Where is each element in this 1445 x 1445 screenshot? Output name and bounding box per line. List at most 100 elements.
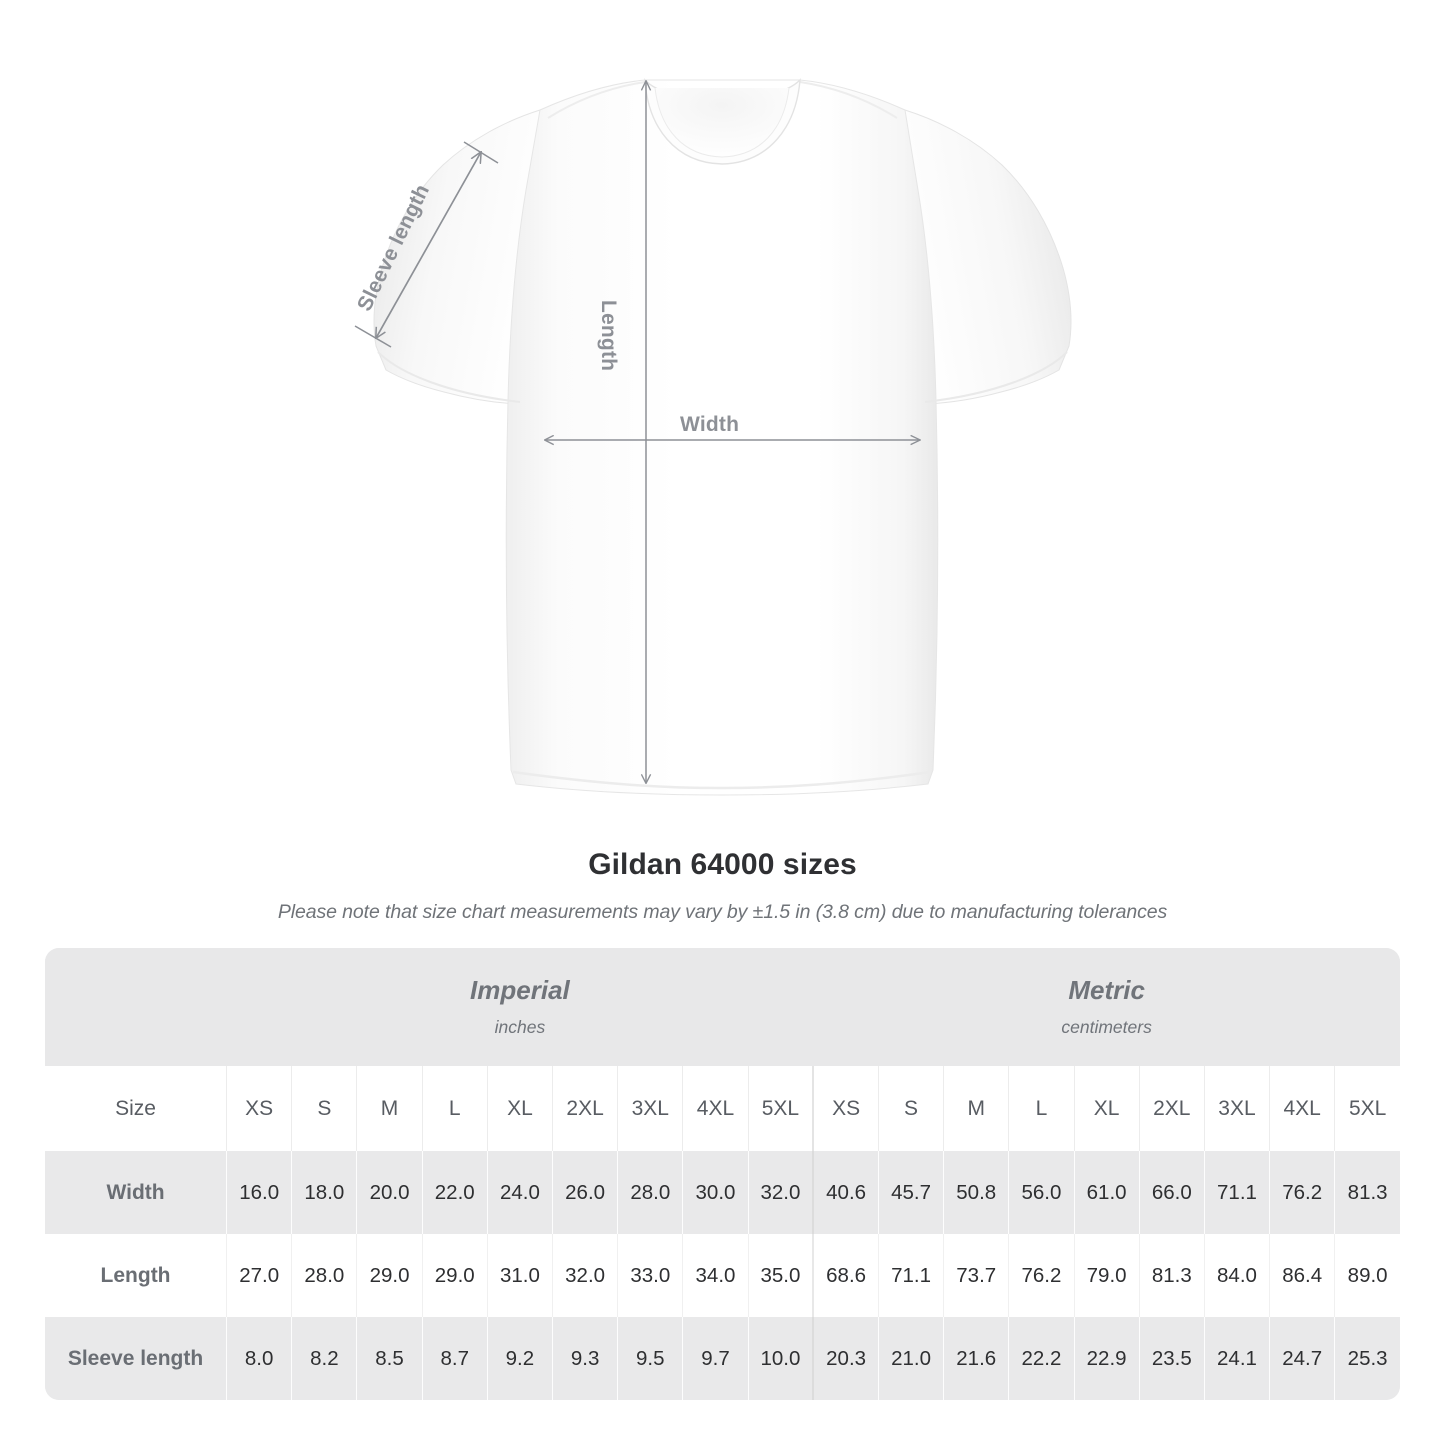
cell-width-metric-s: 45.7 (877, 1151, 944, 1234)
bottom-hem (512, 770, 932, 790)
title-block: Gildan 64000 sizes Please note that size… (0, 848, 1445, 924)
cell-width-metric-l: 56.0 (1008, 1151, 1074, 1234)
cell-length-imperial-4xl: 34.0 (682, 1234, 749, 1317)
unit-sub-imperial: inches (494, 1016, 546, 1037)
width-annotation-label: Width (680, 413, 740, 436)
row-label-sleeve-length: Sleeve length (45, 1317, 227, 1400)
size-header-imperial-xl: XL (486, 1066, 553, 1151)
row-label-length: Length (45, 1234, 227, 1317)
cell-sleeve-length-imperial-s: 8.2 (291, 1317, 357, 1400)
cell-length-metric-4xl: 86.4 (1269, 1234, 1335, 1317)
cell-sleeve-length-metric-l: 22.2 (1008, 1317, 1074, 1400)
cell-sleeve-length-metric-3xl: 24.1 (1203, 1317, 1270, 1400)
tolerance-note: Please note that size chart measurements… (277, 901, 1168, 923)
cell-length-metric-2xl: 81.3 (1138, 1234, 1205, 1317)
size-header-imperial-l: L (421, 1066, 488, 1151)
cell-length-metric-m: 73.7 (943, 1234, 1009, 1317)
size-header-imperial-4xl: 4XL (682, 1066, 749, 1151)
size-header-metric-l: L (1008, 1066, 1074, 1151)
cell-width-imperial-3xl: 28.0 (617, 1151, 683, 1234)
shirt-body (505, 79, 939, 796)
size-header-metric-5xl: 5XL (1334, 1066, 1400, 1151)
cell-length-metric-5xl: 89.0 (1334, 1234, 1400, 1317)
cell-width-imperial-m: 20.0 (356, 1151, 423, 1234)
unit-header-metric: Metric centimeters (813, 948, 1400, 1066)
cell-sleeve-length-imperial-m: 8.5 (356, 1317, 423, 1400)
cell-length-imperial-m: 29.0 (356, 1234, 423, 1317)
unit-system-header-row: Imperial inches Metric centimeters (45, 948, 1400, 1066)
cell-width-imperial-xs: 16.0 (226, 1151, 292, 1234)
sleeve-length-arrow (376, 152, 481, 338)
size-chart-table: Imperial inches Metric centimeters Size … (45, 948, 1400, 1400)
cell-width-imperial-2xl: 26.0 (551, 1151, 618, 1234)
right-shoulder-seam (799, 81, 898, 119)
cell-width-metric-4xl: 76.2 (1269, 1151, 1335, 1234)
sleeve-length-end-cap-top (463, 141, 499, 164)
cell-width-metric-3xl: 71.1 (1203, 1151, 1270, 1234)
right-sleeve (892, 109, 1072, 405)
table-row: Sleeve length 8.0 8.2 8.5 8.7 9.2 9.3 9.5 9.7 10.… (45, 1317, 1400, 1400)
cell-length-metric-3xl: 84.0 (1203, 1234, 1270, 1317)
size-header-label: Size (45, 1066, 227, 1151)
table-row: Width 16.0 18.0 20.0 22.0 24.0 26.0 28.0 30.0 32.… (45, 1151, 1400, 1234)
cell-width-metric-xl: 61.0 (1073, 1151, 1140, 1234)
tshirt-diagram: Sleeve length Length Width (353, 78, 1072, 796)
cell-length-metric-xl: 79.0 (1073, 1234, 1140, 1317)
cell-sleeve-length-imperial-xl: 9.2 (486, 1317, 553, 1400)
cell-sleeve-length-metric-5xl: 25.3 (1334, 1317, 1400, 1400)
cell-sleeve-length-metric-m: 21.6 (943, 1317, 1009, 1400)
cell-width-imperial-l: 22.0 (421, 1151, 488, 1234)
cell-sleeve-length-metric-2xl: 23.5 (1138, 1317, 1205, 1400)
cell-width-imperial-4xl: 30.0 (682, 1151, 749, 1234)
size-header-imperial-3xl: 3XL (617, 1066, 683, 1151)
page-title: Gildan 64000 sizes (588, 848, 857, 881)
length-annotation-label: Length (597, 300, 620, 372)
cell-sleeve-length-imperial-3xl: 9.5 (617, 1317, 683, 1400)
left-sleeve-hem (377, 351, 521, 403)
cell-sleeve-length-metric-4xl: 24.7 (1269, 1317, 1335, 1400)
cell-length-imperial-s: 28.0 (291, 1234, 357, 1317)
size-chart-table-container: Imperial inches Metric centimeters Size … (45, 948, 1400, 1400)
left-shoulder-seam (547, 81, 646, 119)
size-header-metric-4xl: 4XL (1269, 1066, 1335, 1151)
size-header-metric-s: S (877, 1066, 944, 1151)
cell-width-imperial-5xl: 32.0 (747, 1151, 814, 1234)
cell-sleeve-length-metric-s: 21.0 (877, 1317, 944, 1400)
size-header-imperial-s: S (291, 1066, 357, 1151)
unit-name-imperial: Imperial (470, 974, 570, 1005)
cell-width-metric-5xl: 81.3 (1334, 1151, 1400, 1234)
cell-length-imperial-5xl: 35.0 (747, 1234, 814, 1317)
size-header-imperial-xs: XS (226, 1066, 292, 1151)
cell-length-metric-l: 76.2 (1008, 1234, 1074, 1317)
cell-sleeve-length-metric-xl: 22.9 (1073, 1317, 1140, 1400)
cell-width-metric-m: 50.8 (943, 1151, 1009, 1234)
cell-sleeve-length-imperial-xs: 8.0 (226, 1317, 292, 1400)
cell-sleeve-length-imperial-5xl: 10.0 (747, 1317, 814, 1400)
size-header-metric-2xl: 2XL (1138, 1066, 1205, 1151)
table-row: Length 27.0 28.0 29.0 29.0 31.0 32.0 33.0 34.0 35… (45, 1234, 1400, 1317)
tshirt-illustration (354, 78, 1072, 796)
size-header-metric-xl: XL (1073, 1066, 1140, 1151)
sleeve-length-end-cap-bottom (354, 325, 392, 348)
neck-opening (654, 87, 790, 158)
size-header-imperial-2xl: 2XL (551, 1066, 618, 1151)
cell-sleeve-length-imperial-l: 8.7 (421, 1317, 488, 1400)
right-sleeve-hem (924, 351, 1068, 403)
size-header-metric-xs: XS (812, 1066, 879, 1151)
cell-width-imperial-xl: 24.0 (486, 1151, 553, 1234)
unit-header-imperial: Imperial inches (226, 948, 814, 1066)
unit-name-metric: Metric (1068, 974, 1145, 1005)
cell-width-metric-2xl: 66.0 (1138, 1151, 1205, 1234)
cell-length-imperial-2xl: 32.0 (551, 1234, 618, 1317)
size-header-imperial-m: M (356, 1066, 423, 1151)
size-header-row: Size XS S M L XL 2XL 3XL 4XL 5XL XS S M L XL 2XL 3XL 4XL… (45, 1066, 1400, 1151)
cell-length-imperial-3xl: 33.0 (617, 1234, 683, 1317)
cell-width-metric-xs: 40.6 (812, 1151, 879, 1234)
size-header-imperial-5xl: 5XL (747, 1066, 814, 1151)
size-header-metric-3xl: 3XL (1203, 1066, 1270, 1151)
cell-length-metric-xs: 68.6 (812, 1234, 879, 1317)
cell-sleeve-length-imperial-4xl: 9.7 (682, 1317, 749, 1400)
cell-length-imperial-l: 29.0 (421, 1234, 488, 1317)
unit-sub-metric: centimeters (1061, 1016, 1152, 1037)
cell-length-imperial-xs: 27.0 (226, 1234, 292, 1317)
